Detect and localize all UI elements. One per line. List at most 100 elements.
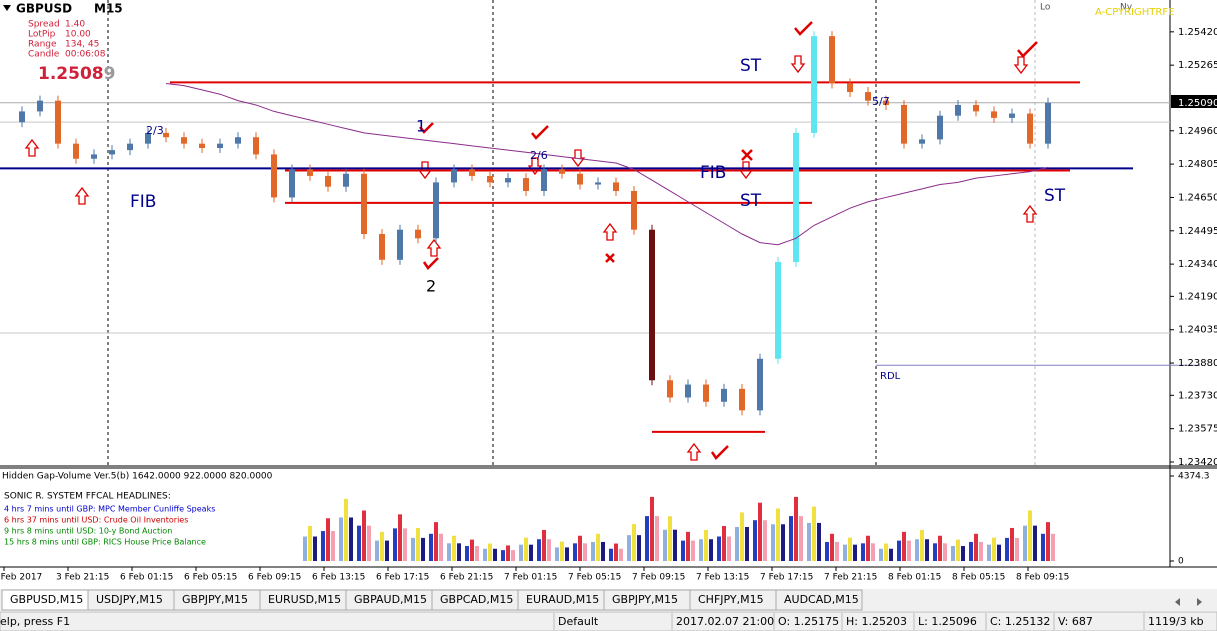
tab-label[interactable]: AUDCAD,M15 (784, 593, 859, 606)
volume-bar (920, 529, 924, 561)
volume-bar (357, 525, 361, 561)
volume-bar (429, 533, 433, 561)
status-text: V: 687 (1058, 615, 1093, 628)
candle-body (595, 182, 601, 185)
annotation: ST (740, 56, 762, 76)
candle-body (667, 380, 673, 398)
volume-bar (655, 516, 659, 561)
candle-body (829, 36, 835, 84)
tab-label[interactable]: EURAUD,M15 (526, 593, 599, 606)
volume-bar (421, 537, 425, 561)
tab[interactable] (775, 589, 863, 611)
tab-label[interactable]: GBPJPY,M15 (182, 593, 248, 606)
up-arrow (74, 186, 90, 205)
candle-body (703, 384, 709, 402)
status-text: H: 1.25203 (846, 615, 907, 628)
candle-body (469, 169, 475, 176)
candle-body (559, 169, 565, 174)
candle-body (217, 143, 223, 148)
tab-label[interactable]: GBPAUD,M15 (354, 593, 427, 606)
y-tick-label: 1.25420 (1178, 27, 1217, 38)
candle-body (487, 175, 493, 183)
candle-body (1009, 113, 1015, 118)
candle-body (757, 358, 763, 411)
candle-body (271, 154, 277, 198)
volume-bar (447, 543, 451, 561)
cross (741, 149, 753, 161)
headlines-title: SONIC R. SYSTEM FFCAL HEADLINES: (4, 492, 171, 502)
tab-label[interactable]: GBPUSD,M15 (10, 593, 83, 606)
volume-bar (416, 527, 420, 561)
volume-bar (915, 539, 919, 561)
candle-body (397, 229, 403, 260)
candle-body (253, 137, 259, 155)
volume-bar (596, 533, 600, 561)
volume-bar (529, 544, 533, 561)
volume-bar (961, 546, 965, 561)
x-tick-label: 7 Feb 01:15 (504, 573, 557, 583)
annotation: Ny (1120, 3, 1133, 13)
tab-label[interactable]: CHFJPY,M15 (698, 593, 764, 606)
volume-bar (1033, 525, 1037, 561)
candle-body (163, 132, 169, 138)
volume-bar (727, 536, 731, 561)
annotation: 2 (426, 277, 436, 296)
candle-body (649, 229, 655, 381)
volume-bar (1010, 527, 1014, 561)
volume-bar (956, 539, 960, 561)
volume-bar (326, 518, 330, 561)
candle-body (19, 111, 25, 123)
cross (605, 253, 615, 263)
volume-bar (398, 514, 402, 561)
volume-bar (493, 548, 497, 561)
candle-body (739, 388, 745, 411)
volume-bar (380, 531, 384, 561)
price-main: 1.25089 (38, 64, 115, 84)
up-arrow (602, 222, 618, 241)
down-arrow (790, 55, 806, 74)
dropdown-icon[interactable] (3, 5, 11, 11)
status-text: C: 1.25132 (990, 615, 1050, 628)
volume-bar (807, 522, 811, 561)
volume-bar (313, 536, 317, 561)
tab-label[interactable]: EURUSD,M15 (268, 593, 341, 606)
tab-label[interactable]: USDJPY,M15 (96, 593, 163, 606)
volume-bar (969, 541, 973, 561)
y-tick-label: 1.24650 (1178, 192, 1217, 203)
volume-bar (902, 531, 906, 561)
x-tick-label: 7 Feb 13:15 (696, 573, 749, 583)
volume-bar (830, 533, 834, 561)
x-tick-label: 3 Feb 21:15 (56, 573, 109, 583)
volume-bar (547, 539, 551, 561)
volume-bar (848, 537, 852, 561)
up-arrow (686, 442, 702, 461)
tab-label[interactable]: GBPJPY,M15 (612, 593, 678, 606)
volume-bar (627, 535, 631, 561)
volume-bar (1041, 533, 1045, 561)
info-label: LotPip (28, 30, 56, 40)
x-tick-label: 6 Feb 05:15 (184, 573, 237, 583)
volume-bar (465, 546, 469, 561)
info-value: 134, 45 (65, 40, 99, 50)
volume-bar (825, 541, 829, 561)
candle-body (991, 111, 997, 118)
current-price-box (1171, 95, 1217, 108)
volume-bar (781, 524, 785, 561)
volume-bar (619, 548, 623, 561)
volume-bar (925, 539, 929, 561)
volume-bar (393, 528, 397, 561)
volume-bar (861, 543, 865, 561)
volume-bar (637, 535, 641, 561)
volume-bar (1028, 510, 1032, 561)
tab-label[interactable]: GBPCAD,M15 (440, 593, 513, 606)
down-arrow (1013, 56, 1029, 75)
y-tick-label: 1.24960 (1178, 126, 1217, 137)
volume-bar (951, 546, 955, 561)
candle-body (343, 173, 349, 187)
volume-bar (403, 528, 407, 561)
candle-body (289, 169, 295, 198)
info-label: Range (28, 40, 57, 50)
volume-bar (555, 547, 559, 561)
